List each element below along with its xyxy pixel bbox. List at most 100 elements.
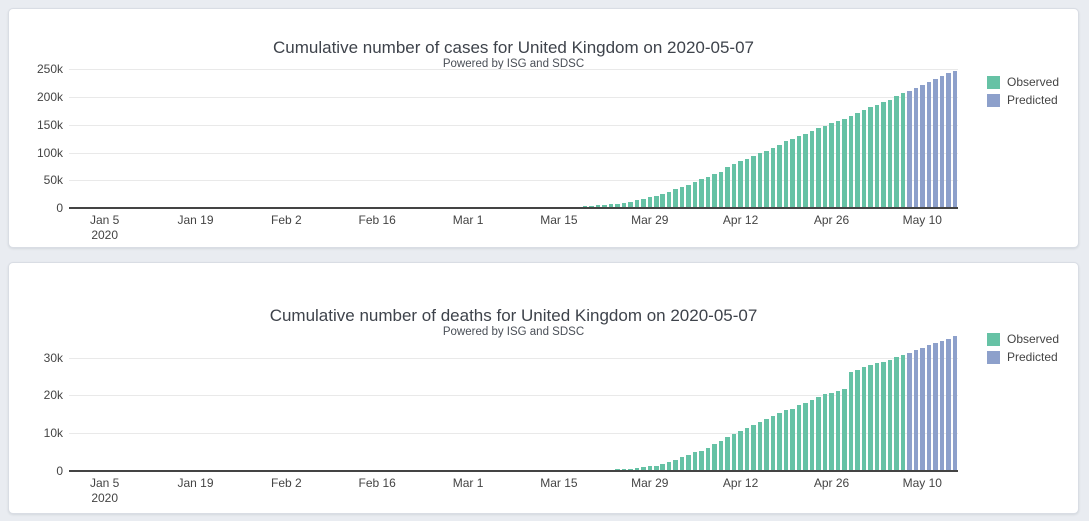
bar-observed[interactable] [829,393,834,471]
bar-observed[interactable] [862,367,867,471]
bar-observed[interactable] [842,119,847,208]
bar-observed[interactable] [764,419,769,471]
legend-item-predicted[interactable]: Predicted [987,348,1059,366]
bar-observed[interactable] [738,161,743,208]
bar-observed[interactable] [868,107,873,208]
bar-observed[interactable] [894,96,899,208]
bar-observed[interactable] [881,102,886,208]
bar-observed[interactable] [823,126,828,208]
bar-observed[interactable] [712,174,717,208]
bar-observed[interactable] [732,434,737,471]
bar-observed[interactable] [888,100,893,208]
bar-observed[interactable] [693,182,698,209]
bar-observed[interactable] [719,172,724,208]
legend-item-predicted[interactable]: Predicted [987,91,1059,109]
bar-observed[interactable] [784,410,789,471]
bar-observed[interactable] [881,362,886,471]
bar-observed[interactable] [816,397,821,471]
bar-observed[interactable] [901,93,906,208]
bar-observed[interactable] [790,409,795,472]
bar-observed[interactable] [725,437,730,471]
bar-observed[interactable] [706,448,711,471]
bar-observed[interactable] [771,416,776,471]
bar-observed[interactable] [660,194,665,208]
bar-predicted[interactable] [940,341,945,471]
bar-observed[interactable] [680,187,685,208]
bar-observed[interactable] [816,128,821,208]
bar-predicted[interactable] [953,71,958,208]
bar-observed[interactable] [797,136,802,208]
plot-area[interactable]: 050k100k150k200k250kJan 5 2020Jan 19Feb … [69,61,958,208]
bar-observed[interactable] [849,372,854,471]
legend-item-observed[interactable]: Observed [987,73,1059,91]
bar-predicted[interactable] [907,91,912,209]
bar-observed[interactable] [829,123,834,208]
bar-predicted[interactable] [940,76,945,208]
bar-observed[interactable] [797,405,802,471]
bar-observed[interactable] [686,185,691,208]
bar-observed[interactable] [894,357,899,471]
bar-predicted[interactable] [946,73,951,208]
bar-predicted[interactable] [927,345,932,471]
bar-observed[interactable] [732,164,737,208]
bar-observed[interactable] [842,389,847,471]
bar-observed[interactable] [758,422,763,471]
bar-observed[interactable] [712,444,717,471]
bar-observed[interactable] [849,116,854,208]
bar-observed[interactable] [836,121,841,208]
bar-observed[interactable] [673,189,678,208]
bar-predicted[interactable] [907,353,912,471]
observed-swatch-icon [987,76,1000,89]
bar-predicted[interactable] [933,79,938,208]
bar-observed[interactable] [875,363,880,471]
bar-observed[interactable] [764,151,769,208]
bar-observed[interactable] [738,431,743,471]
bar-predicted[interactable] [946,339,951,471]
bar-observed[interactable] [686,455,691,471]
bar-observed[interactable] [751,156,756,208]
deaths-chart-card: Cumulative number of deaths for United K… [8,262,1079,514]
bar-observed[interactable] [745,428,750,471]
x-axis-tick-label: Apr 26 [797,213,867,228]
plot-area[interactable]: 010k20k30kJan 5 2020Jan 19Feb 2Feb 16Mar… [69,331,958,471]
bar-observed[interactable] [667,192,672,208]
bar-observed[interactable] [699,451,704,471]
bar-observed[interactable] [777,145,782,208]
bar-observed[interactable] [875,105,880,209]
bar-observed[interactable] [855,370,860,471]
bar-observed[interactable] [725,167,730,208]
bar-predicted[interactable] [920,85,925,208]
bar-observed[interactable] [810,400,815,471]
bar-predicted[interactable] [914,88,919,208]
bar-observed[interactable] [810,131,815,208]
bar-observed[interactable] [771,148,776,208]
bar-observed[interactable] [693,452,698,471]
bar-observed[interactable] [836,391,841,471]
bar-observed[interactable] [751,425,756,471]
bar-observed[interactable] [868,365,873,471]
bar-observed[interactable] [901,355,906,471]
bar-predicted[interactable] [953,336,958,471]
bar-observed[interactable] [680,457,685,471]
bar-predicted[interactable] [927,82,932,208]
bar-predicted[interactable] [933,343,938,471]
y-axis-tick-label: 250k [13,62,63,76]
bar-observed[interactable] [803,403,808,472]
bar-observed[interactable] [758,153,763,208]
legend-item-observed[interactable]: Observed [987,330,1059,348]
bar-observed[interactable] [855,113,860,208]
bar-observed[interactable] [803,134,808,208]
bar-predicted[interactable] [920,348,925,471]
bar-observed[interactable] [777,413,782,472]
bar-observed[interactable] [823,394,828,471]
bar-observed[interactable] [888,360,893,471]
bar-observed[interactable] [790,139,795,208]
bar-observed[interactable] [719,441,724,471]
bar-observed[interactable] [706,177,711,208]
bar-observed[interactable] [862,110,867,208]
bar-observed[interactable] [745,159,750,208]
y-axis-tick-label: 100k [13,146,63,160]
bar-predicted[interactable] [914,350,919,471]
bar-observed[interactable] [784,141,789,208]
bar-observed[interactable] [699,179,704,208]
